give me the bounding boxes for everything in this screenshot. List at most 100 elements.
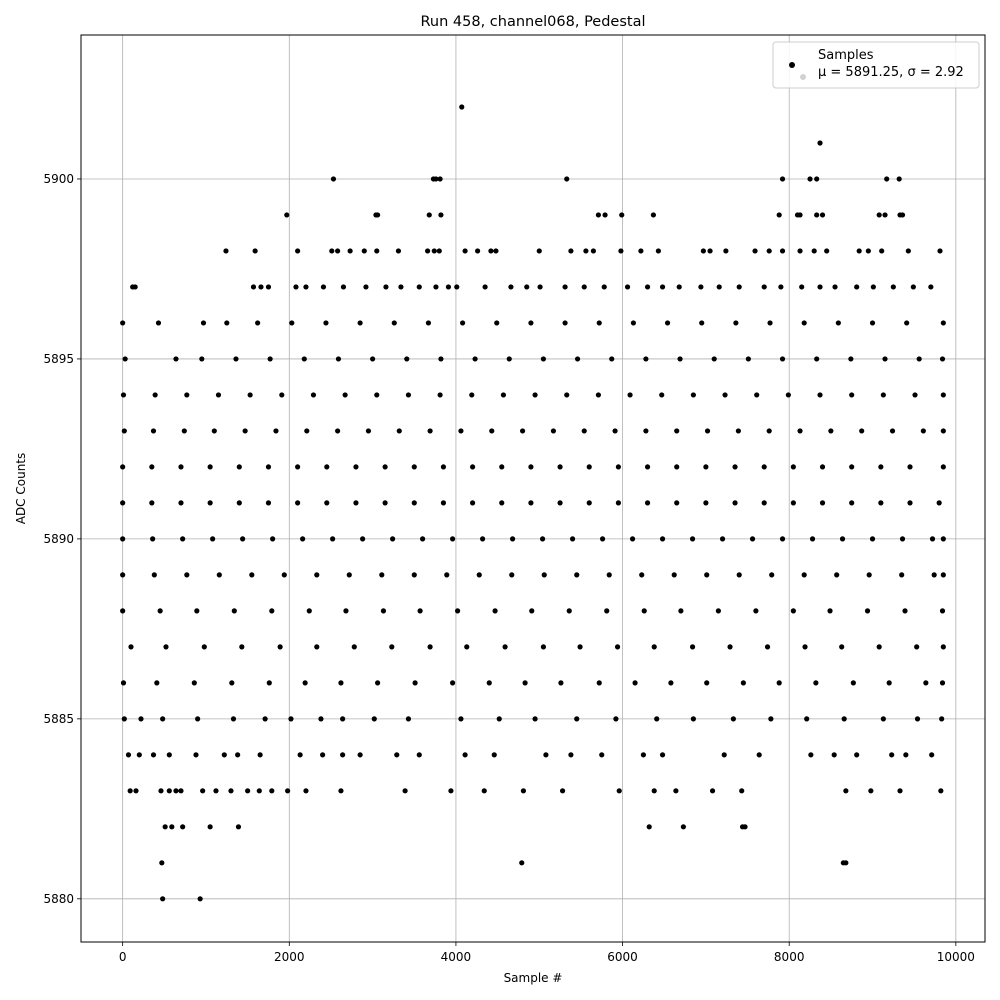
data-point [940, 320, 946, 326]
data-point [149, 464, 155, 470]
data-point [508, 284, 514, 290]
data-point [197, 896, 203, 902]
data-point [664, 320, 671, 326]
data-point [306, 608, 312, 614]
data-point [827, 608, 833, 614]
data-point [160, 716, 166, 722]
data-point [721, 752, 727, 758]
x-tick-label: 8000 [774, 950, 805, 964]
data-point [295, 464, 301, 470]
data-point [178, 788, 184, 794]
data-point [236, 464, 242, 470]
data-point [132, 284, 138, 290]
data-point [532, 392, 538, 398]
data-point [568, 752, 574, 758]
data-point [850, 680, 856, 686]
data-point [615, 464, 622, 470]
data-point [865, 248, 871, 254]
data-point [897, 788, 903, 794]
data-point [121, 716, 127, 722]
data-point [310, 392, 317, 398]
data-point [596, 320, 602, 326]
data-point [761, 500, 767, 506]
data-point [583, 248, 589, 254]
data-point [707, 248, 713, 254]
data-point [324, 500, 330, 506]
data-point [581, 284, 587, 290]
data-point [690, 392, 696, 398]
data-point [912, 392, 918, 398]
data-point [454, 608, 461, 614]
data-point [476, 572, 482, 578]
data-point [715, 608, 721, 614]
data-point [764, 644, 771, 650]
data-point [698, 284, 704, 290]
data-point [425, 248, 431, 254]
data-point [703, 500, 709, 506]
data-point [814, 176, 820, 182]
data-point [173, 788, 179, 794]
data-point [293, 284, 299, 290]
data-point [258, 284, 264, 290]
data-point [769, 572, 775, 578]
data-point [379, 572, 385, 578]
data-point [814, 356, 820, 362]
data-point [303, 788, 309, 794]
legend: Samples μ = 5891.25, σ = 2.92 [772, 41, 980, 89]
data-point [284, 212, 290, 218]
data-point [619, 212, 625, 218]
data-point [614, 644, 621, 650]
data-point [824, 248, 830, 254]
y-tick-label: 5880 [43, 892, 74, 906]
data-point [940, 536, 946, 542]
data-point [133, 788, 139, 794]
data-point [779, 356, 786, 362]
data-point [486, 680, 492, 686]
data-point [125, 752, 132, 758]
data-point [590, 248, 597, 254]
data-point [193, 752, 199, 758]
data-point [391, 320, 397, 326]
data-point [340, 716, 346, 722]
data-point [120, 608, 126, 614]
data-point [886, 680, 892, 686]
data-point [265, 284, 272, 290]
data-point [433, 284, 439, 290]
data-point [370, 356, 376, 362]
data-point [939, 608, 946, 614]
data-point [828, 428, 834, 434]
data-point [154, 680, 160, 686]
data-point [928, 284, 934, 290]
data-point [639, 572, 645, 578]
data-point [404, 356, 410, 362]
x-axis-label: Sample # [504, 971, 563, 985]
data-point [804, 716, 810, 722]
data-point [736, 572, 742, 578]
data-point [904, 320, 910, 326]
data-point [230, 716, 237, 722]
data-point [671, 572, 677, 578]
data-point [157, 608, 163, 614]
data-point [425, 320, 432, 326]
data-point [537, 284, 543, 290]
data-point [374, 248, 380, 254]
data-point [876, 212, 882, 218]
data-point [281, 572, 287, 578]
data-point [644, 284, 651, 290]
data-point [304, 428, 310, 434]
y-axis-label: ADC Counts [14, 453, 28, 525]
data-point [868, 788, 874, 794]
data-point [797, 428, 803, 434]
data-point [557, 464, 563, 470]
data-point [338, 788, 344, 794]
data-point [674, 428, 680, 434]
data-point [528, 464, 534, 470]
data-point [940, 428, 946, 434]
data-point [402, 788, 408, 794]
data-point [704, 428, 711, 434]
data-point [277, 644, 283, 650]
data-point [866, 572, 872, 578]
data-point [252, 248, 258, 254]
data-point [181, 428, 187, 434]
data-point [375, 212, 381, 218]
